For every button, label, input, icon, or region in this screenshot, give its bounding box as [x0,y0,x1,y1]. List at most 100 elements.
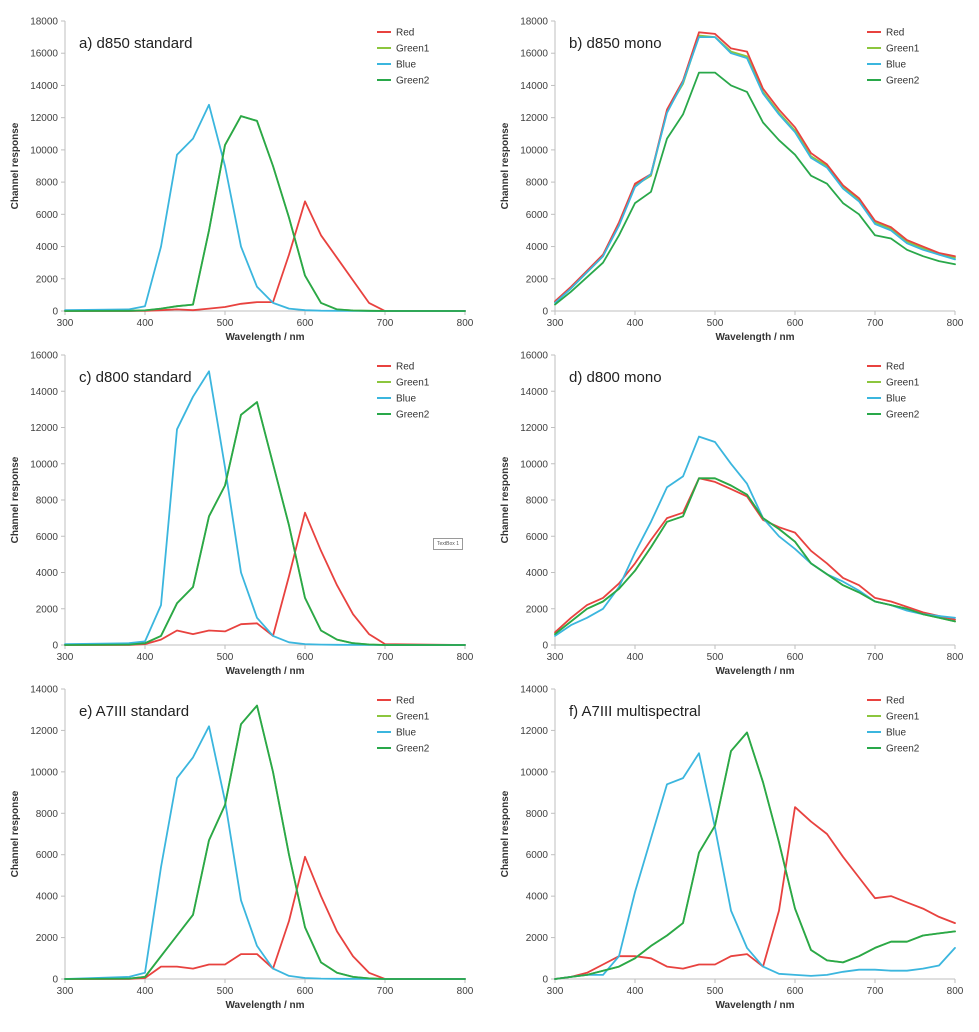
y-tick-label: 16000 [30,49,58,60]
chart-panel-6: 0 2000 4000 6000 8000 10000 12000 14000 300 400 50… [500,685,964,1012]
y-tick-label: 14000 [30,685,58,696]
legend-label-blue: Blue [396,728,416,739]
y-tick-label: 12000 [30,726,58,737]
x-tick-label: 800 [457,318,474,329]
x-tick-label: 800 [457,986,474,997]
y-tick-label: 4000 [526,242,549,253]
y-tick-label: 2000 [526,604,549,615]
panel-title: e) A7III standard [79,703,189,720]
legend-label-green1: Green1 [396,44,430,55]
y-axis-title: Channel response [10,790,21,877]
series-line-green2 [554,71,956,306]
x-tick-label: 300 [57,986,74,997]
x-tick-label: 400 [137,652,154,663]
y-tick-label: 8000 [526,496,549,507]
y-tick-label: 16000 [520,351,548,362]
chart-panel-3: 0 2000 4000 6000 8000 10000 12000 14000 16000 300… [10,351,474,678]
x-tick-label: 600 [787,986,804,997]
legend-label-green1: Green1 [396,378,430,389]
x-tick-label: 600 [297,986,314,997]
x-tick-label: 500 [707,986,724,997]
legend-label-green1: Green1 [886,44,920,55]
x-tick-label: 800 [457,652,474,663]
series-line-red [554,806,956,980]
y-tick-label: 10000 [30,145,58,156]
y-tick-label: 4000 [36,242,59,253]
chart-panel-4: 0 2000 4000 6000 8000 10000 12000 14000 16000 300… [500,351,964,678]
y-tick-label: 4000 [526,568,549,579]
x-tick-label: 700 [867,652,884,663]
legend-label-blue: Blue [886,728,906,739]
x-tick-label: 800 [947,652,964,663]
y-tick-label: 14000 [520,387,548,398]
series-line-blue [64,103,466,312]
y-tick-label: 0 [542,975,548,986]
legend-label-green2: Green2 [396,744,430,755]
y-tick-label: 0 [542,307,548,318]
chart-panel-5: 0 2000 4000 6000 8000 10000 12000 14000 300 400 50… [10,685,474,1012]
y-tick-label: 18000 [520,17,548,28]
y-tick-label: 8000 [36,809,59,820]
x-tick-label: 800 [947,318,964,329]
legend-label-green2: Green2 [396,410,430,421]
y-tick-label: 2000 [36,933,59,944]
series-line-green2 [64,115,466,312]
legend-label-blue: Blue [396,60,416,71]
y-tick-label: 6000 [526,850,549,861]
y-tick-label: 4000 [526,892,549,903]
x-tick-label: 400 [627,318,644,329]
x-tick-label: 500 [217,986,234,997]
y-tick-label: 6000 [526,532,549,543]
y-axis-title: Channel response [500,456,511,543]
x-axis-title: Wavelength / nm [715,1000,794,1011]
series-line-green2 [554,731,956,980]
x-axis-title: Wavelength / nm [225,666,304,677]
y-tick-label: 0 [52,975,58,986]
y-tick-label: 10000 [520,767,548,778]
series-line-blue [554,36,956,304]
y-tick-label: 6000 [36,532,59,543]
x-axis-title: Wavelength / nm [715,666,794,677]
x-tick-label: 300 [547,986,564,997]
x-tick-label: 700 [377,652,394,663]
series-line-red [64,855,466,980]
series-line-red [64,511,466,646]
y-tick-label: 6000 [36,210,59,221]
y-axis-title: Channel response [10,456,21,543]
y-tick-label: 8000 [36,496,59,507]
legend-label-blue: Blue [396,394,416,405]
y-tick-label: 2000 [36,604,59,615]
x-tick-label: 300 [547,318,564,329]
legend-label-blue: Blue [886,394,906,405]
y-tick-label: 12000 [30,423,58,434]
y-tick-label: 2000 [526,274,549,285]
y-tick-label: 10000 [520,459,548,470]
x-tick-label: 400 [627,986,644,997]
y-tick-label: 12000 [520,423,548,434]
series-line-red [554,31,956,303]
legend-label-red: Red [886,696,904,707]
chart-panel-2: 0 2000 4000 6000 8000 10000 12000 14000 16000 180… [500,17,964,344]
legend-label-green1: Green1 [886,712,920,723]
panel-title: b) d850 mono [569,35,662,52]
legend-label-red: Red [886,362,904,373]
legend-label-green2: Green2 [886,410,920,421]
y-tick-label: 0 [52,641,58,652]
series-line-green2 [64,704,466,980]
x-tick-label: 400 [137,318,154,329]
x-tick-label: 500 [707,318,724,329]
x-tick-label: 600 [787,318,804,329]
y-tick-label: 14000 [520,81,548,92]
legend-label-blue: Blue [886,60,906,71]
panel-title: d) d800 mono [569,369,662,386]
x-tick-label: 300 [547,652,564,663]
y-tick-label: 16000 [30,351,58,362]
y-tick-label: 12000 [520,726,548,737]
y-tick-label: 0 [542,641,548,652]
series-line-blue [64,370,466,646]
x-tick-label: 600 [787,652,804,663]
x-tick-label: 500 [707,652,724,663]
y-tick-label: 4000 [36,892,59,903]
y-tick-label: 4000 [36,568,59,579]
